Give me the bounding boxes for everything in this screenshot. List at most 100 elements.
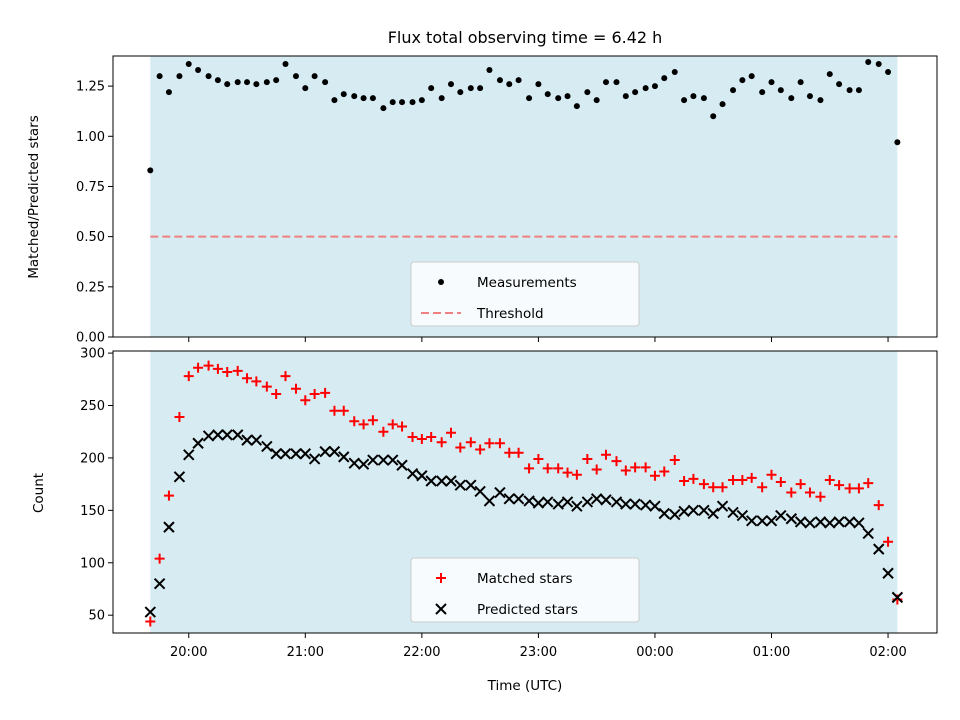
measurement-point xyxy=(671,69,678,76)
predicted-star-point xyxy=(377,454,390,466)
predicted-star-point xyxy=(843,516,856,528)
x-tick-label: 00:00 xyxy=(636,645,673,660)
measurement-point xyxy=(748,73,755,80)
predicted-star-point xyxy=(620,498,632,510)
measurement-point xyxy=(573,103,580,110)
predicted-star-point xyxy=(357,458,370,470)
measurement-point xyxy=(224,81,231,88)
predicted-star-point xyxy=(483,495,496,507)
predicted-star-point xyxy=(629,498,641,510)
matched-star-point xyxy=(251,376,262,387)
measurement-point xyxy=(282,61,289,68)
predicted-star-point xyxy=(756,515,768,527)
count-y-axis-label: Count xyxy=(31,473,47,513)
predicted-star-point xyxy=(416,470,428,482)
predicted-star-point xyxy=(494,486,506,499)
matched-star-point xyxy=(728,474,739,485)
matched-star-point xyxy=(232,365,243,376)
matched-star-point xyxy=(465,437,476,448)
matched-star-point xyxy=(416,434,427,445)
predicted-star-point xyxy=(503,493,515,505)
matched-star-point xyxy=(426,431,437,442)
legend-label: Predicted stars xyxy=(477,602,578,618)
matched-star-point xyxy=(571,469,582,480)
matched-star-point xyxy=(746,472,757,483)
measurement-point xyxy=(176,73,183,80)
y-tick-label: 1.25 xyxy=(76,80,105,95)
measurement-point xyxy=(613,79,620,86)
matched-star-point xyxy=(649,470,660,481)
matched-star-point xyxy=(533,453,544,464)
predicted-star-point xyxy=(163,521,175,533)
predicted-star-point xyxy=(523,495,535,507)
predicted-star-point xyxy=(600,494,612,506)
matched-star-point xyxy=(524,463,535,474)
predicted-star-point xyxy=(804,517,816,529)
predicted-star-point xyxy=(736,509,749,522)
measurement-point xyxy=(369,95,376,102)
measurement-point xyxy=(651,83,658,90)
measurement-point xyxy=(409,99,416,106)
legend-marker xyxy=(435,603,447,615)
predicted-star-point xyxy=(824,517,836,529)
measurement-point xyxy=(817,97,824,104)
matched-star-point xyxy=(640,462,651,473)
measurement-point xyxy=(622,93,629,100)
predicted-star-point xyxy=(279,448,292,460)
matched-star-point xyxy=(475,444,486,455)
measurement-point xyxy=(564,93,571,100)
predicted-star-point xyxy=(425,475,437,487)
predicted-star-point xyxy=(308,453,321,465)
plot-frame xyxy=(112,350,938,634)
measurement-point xyxy=(496,77,503,84)
predicted-star-point xyxy=(669,508,681,521)
matched-star-point xyxy=(669,455,680,466)
predicted-star-point xyxy=(785,513,798,525)
predicted-star-point xyxy=(794,516,807,528)
matched-star-point xyxy=(183,371,194,382)
predicted-star-point xyxy=(299,448,312,460)
measurement-point xyxy=(806,93,813,100)
predicted-star-point xyxy=(532,497,545,509)
measurement-point xyxy=(826,71,833,78)
predicted-star-point xyxy=(261,440,273,453)
measurement-point xyxy=(467,85,474,92)
matched-star-point xyxy=(717,482,728,493)
predicted-star-point xyxy=(745,515,758,527)
predicted-star-point xyxy=(698,504,710,517)
measurement-point xyxy=(477,85,484,92)
x-tick-label: 23:00 xyxy=(520,645,557,660)
predicted-star-point xyxy=(727,506,739,519)
matched-star-point xyxy=(445,427,456,438)
legend-box xyxy=(410,557,640,623)
predicted-star-point xyxy=(581,496,594,508)
matched-star-point xyxy=(601,449,612,460)
measurement-point xyxy=(340,91,347,98)
matched-star-point xyxy=(484,438,495,449)
predicted-star-point xyxy=(775,509,787,522)
matched-star-point xyxy=(154,553,165,564)
matched-star-point xyxy=(853,483,864,494)
matched-star-point xyxy=(290,383,301,394)
predicted-star-point xyxy=(153,578,166,590)
matched-star-point xyxy=(737,474,748,485)
matched-star-point xyxy=(815,491,826,502)
measurement-point xyxy=(331,97,338,104)
predicted-star-point xyxy=(571,500,583,512)
matched-star-point xyxy=(193,362,204,373)
matched-star-point xyxy=(387,419,398,430)
measurement-point xyxy=(846,87,853,94)
matched-star-point xyxy=(513,447,524,458)
predicted-star-point xyxy=(202,430,215,442)
matched-star-point xyxy=(775,477,786,488)
predicted-star-point xyxy=(445,475,457,487)
measurement-point xyxy=(380,105,387,112)
matched-star-point xyxy=(329,405,340,416)
matched-star-point xyxy=(455,442,466,453)
measurement-point xyxy=(700,95,707,102)
measurement-point xyxy=(730,87,737,94)
count-panel: 50 100 150 200 250 300 20:00 21:00 22:00 23:00 00:… xyxy=(80,347,938,660)
measurement-point xyxy=(311,73,318,80)
predicted-star-point xyxy=(814,516,827,528)
legend-marker xyxy=(436,573,446,583)
